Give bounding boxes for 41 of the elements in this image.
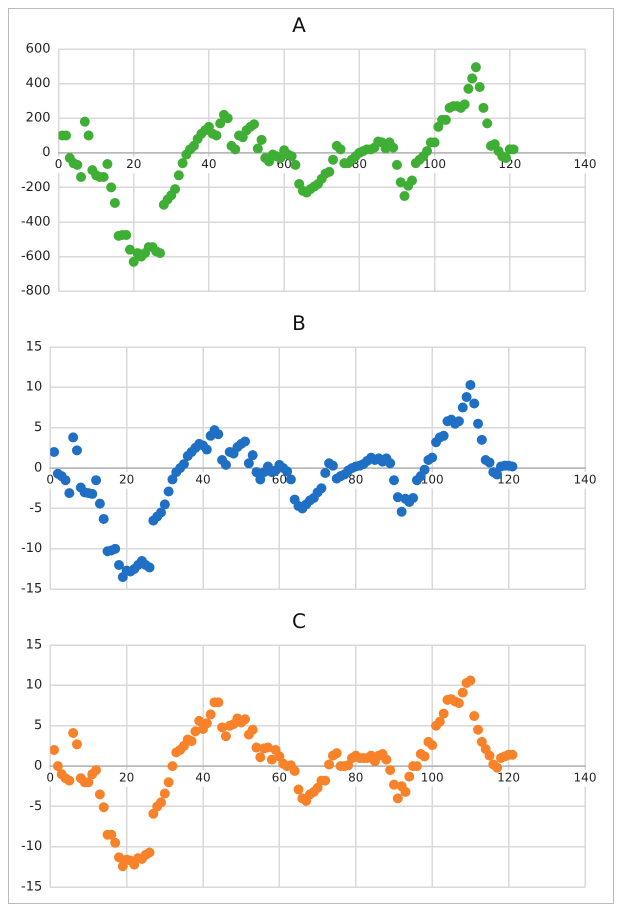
x-tick-label: 20 <box>118 472 134 486</box>
x-tick-label: 40 <box>195 472 211 486</box>
x-tick-label: 140 <box>574 472 596 486</box>
y-tick-label: 200 <box>26 110 51 126</box>
y-tick-label: -10 <box>21 541 42 556</box>
x-tick-label: 60 <box>272 770 288 784</box>
x-tick-label: 80 <box>348 472 364 486</box>
y-tick-label: -800 <box>20 284 51 299</box>
y-tick-label: -600 <box>20 248 51 264</box>
y-tick-label: 400 <box>26 76 51 91</box>
x-tick-label: 100 <box>423 157 446 172</box>
y-tick-label: -15 <box>21 880 42 895</box>
y-tick-label: 10 <box>26 678 42 693</box>
x-tick-label: 80 <box>348 770 364 784</box>
chart-title: B <box>292 311 306 336</box>
y-tick-label: -15 <box>21 582 42 597</box>
y-tick-label: 10 <box>26 380 42 395</box>
x-tick-label: 40 <box>201 157 217 172</box>
y-tick-label: 0 <box>34 758 42 774</box>
x-tick-label: 0 <box>54 157 62 172</box>
y-tick-label: 600 <box>26 41 51 56</box>
x-tick-label: 20 <box>126 157 142 172</box>
x-tick-label: 20 <box>118 770 134 784</box>
y-tick-label: -400 <box>20 214 51 230</box>
chart-title: A <box>292 13 306 38</box>
y-tick-label: 15 <box>26 339 42 354</box>
x-tick-label: 120 <box>497 770 520 784</box>
y-tick-label: -5 <box>29 798 42 814</box>
y-tick-label: 0 <box>42 145 51 160</box>
x-tick-label: 40 <box>195 770 211 784</box>
y-tick-label: 5 <box>34 718 42 734</box>
y-tick-label: -5 <box>29 500 42 516</box>
chart-title: C <box>292 609 306 634</box>
x-tick-label: 140 <box>574 157 596 172</box>
y-tick-label: -200 <box>20 180 51 195</box>
x-tick-label: 140 <box>574 770 596 784</box>
y-tick-label: -10 <box>21 839 42 854</box>
y-tick-label: 5 <box>34 420 42 436</box>
y-tick-label: 0 <box>34 460 42 476</box>
x-tick-label: 100 <box>420 770 444 784</box>
y-tick-label: 15 <box>26 637 42 652</box>
